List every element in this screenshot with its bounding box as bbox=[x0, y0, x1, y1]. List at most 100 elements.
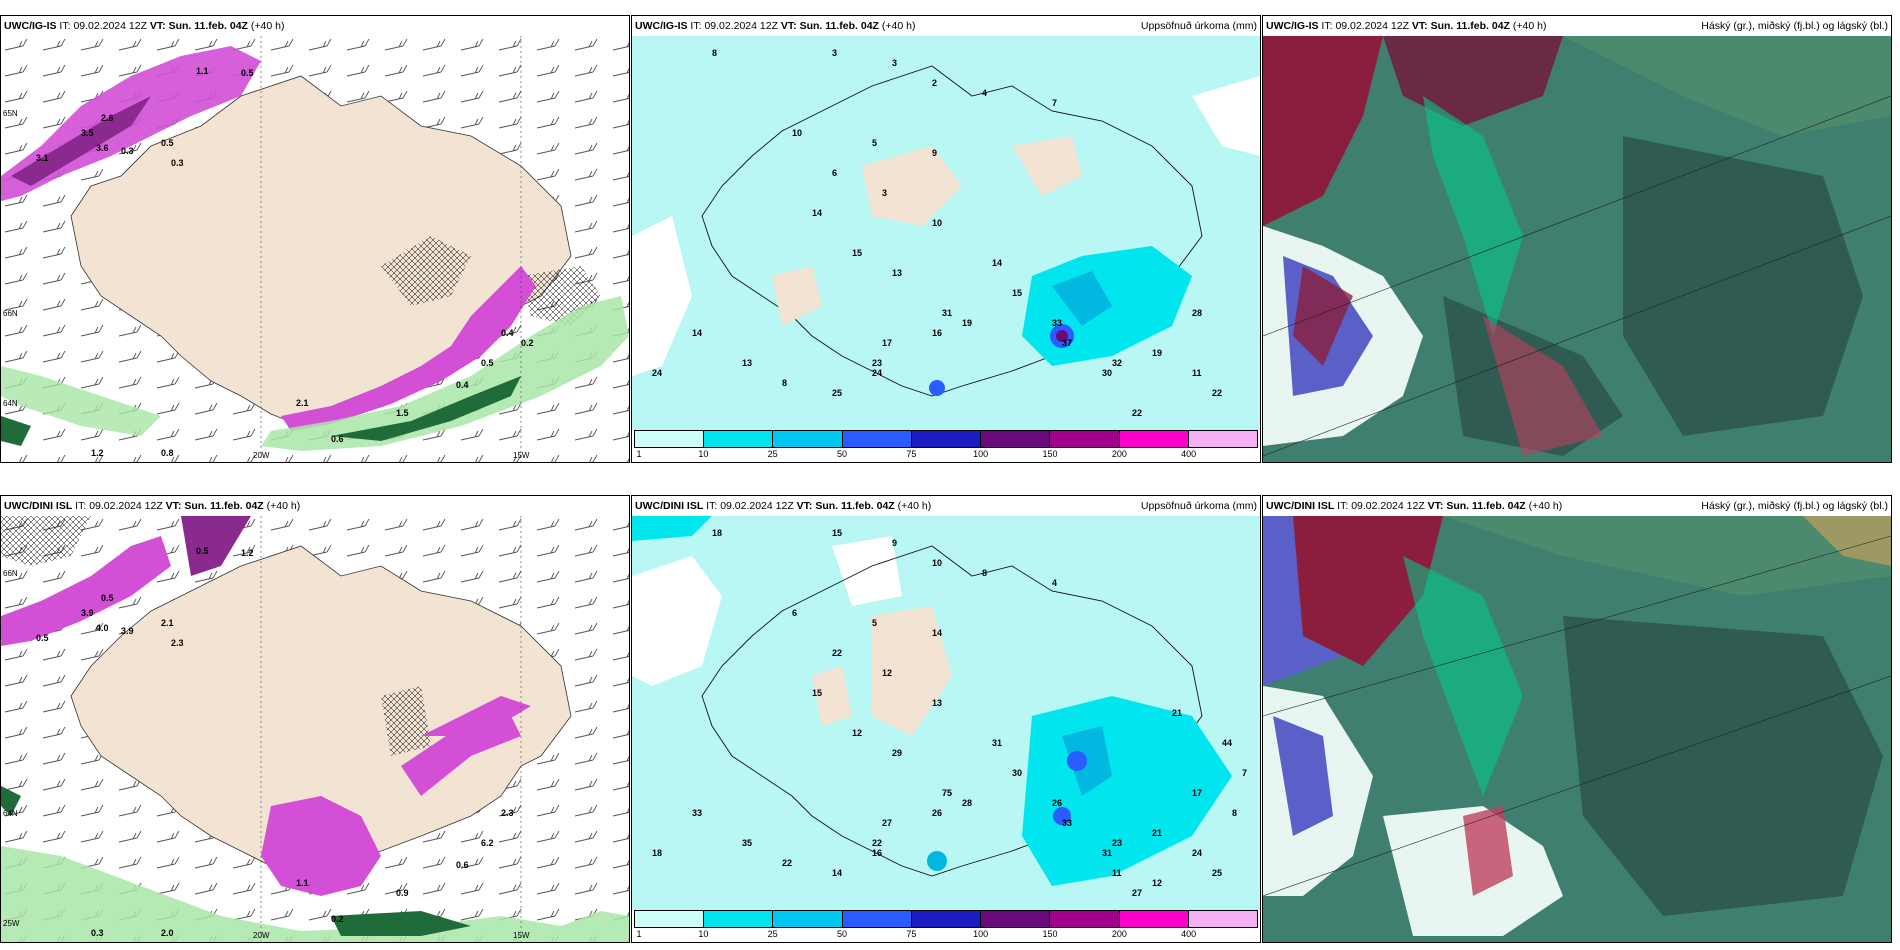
colorbar-swatch bbox=[981, 431, 1051, 447]
value-label: 2 bbox=[932, 78, 937, 88]
value-label: 7 bbox=[1242, 768, 1247, 778]
value-label: 0.5 bbox=[241, 68, 254, 78]
map-svg-6 bbox=[1263, 516, 1891, 942]
init-time: 09.02.2024 12Z bbox=[704, 20, 778, 32]
value-label: 27 bbox=[882, 818, 892, 828]
it-label: IT: bbox=[59, 20, 71, 32]
value-label: 14 bbox=[692, 328, 702, 338]
value-label: 10 bbox=[932, 558, 942, 568]
lead-time: (+40 h) bbox=[1528, 500, 1563, 512]
lat-label: 65N bbox=[3, 109, 18, 118]
value-label: 17 bbox=[1192, 788, 1202, 798]
panel-ig-is-wind: UWC/IG-IS IT: 09.02.2024 12Z VT: Sun. 11… bbox=[0, 15, 630, 463]
it-label: IT: bbox=[1337, 500, 1349, 512]
panel-title: UWC/DINI ISL IT: 09.02.2024 12Z VT: Sun.… bbox=[632, 496, 1260, 516]
it-label: IT: bbox=[690, 20, 702, 32]
colorbar: 1 10 25 50 75 100 150 200 400 bbox=[634, 910, 1258, 940]
value-label: 0.5 bbox=[161, 138, 174, 148]
init-time: 09.02.2024 12Z bbox=[1335, 20, 1409, 32]
accum-precip-map: 18 15 9 10 8 4 6 5 14 22 12 15 13 12 31 29 30 75 26 28 27 22 2… bbox=[632, 516, 1260, 910]
rain-band-s bbox=[1, 846, 629, 942]
value-label: 4 bbox=[982, 88, 987, 98]
model-name: UWC/IG-IS bbox=[1266, 20, 1319, 32]
colorbar-label: 1 bbox=[636, 929, 642, 939]
value-label: 22 bbox=[1212, 388, 1222, 398]
map-svg-2: 8 332471059631410151413153116191723333732… bbox=[632, 36, 1260, 430]
value-label: 33 bbox=[1052, 318, 1062, 328]
init-time: 09.02.2024 12Z bbox=[1351, 500, 1425, 512]
value-label: 26 bbox=[1052, 798, 1062, 808]
value-label: 22 bbox=[1132, 408, 1142, 418]
value-label: 0.3 bbox=[121, 146, 134, 156]
valid-time: Sun. 11.feb. 04Z bbox=[1446, 500, 1526, 512]
colorbar-label: 150 bbox=[1042, 929, 1058, 939]
value-label: 6.2 bbox=[481, 838, 494, 848]
value-label: 23 bbox=[872, 358, 882, 368]
colorbar-swatch bbox=[1119, 911, 1189, 927]
value-label: 24 bbox=[652, 368, 662, 378]
value-label: 24 bbox=[872, 368, 882, 378]
snow-band-se bbox=[261, 796, 381, 896]
it-label: IT: bbox=[75, 500, 87, 512]
value-label: 2.3 bbox=[171, 638, 184, 648]
colorbar-label: 25 bbox=[767, 449, 778, 459]
colorbar-swatch bbox=[1188, 911, 1257, 927]
panel-title: UWC/IG-IS IT: 09.02.2024 12Z VT: Sun. 11… bbox=[632, 16, 1260, 36]
precip-numbers: 18 15910846514221215131231293075262827222… bbox=[652, 528, 1247, 898]
value-label: 33 bbox=[1062, 818, 1072, 828]
value-label: 0.4 bbox=[456, 380, 469, 390]
value-label: 2.0 bbox=[161, 928, 174, 938]
value-label: 1.5 bbox=[396, 408, 409, 418]
value-label: 10 bbox=[932, 218, 942, 228]
value-label: 0.5 bbox=[101, 593, 114, 603]
colorbar-swatch bbox=[911, 431, 982, 447]
panel-ig-is-precip: UWC/IG-IS IT: 09.02.2024 12Z VT: Sun. 11… bbox=[631, 15, 1261, 463]
value-label: 0.2 bbox=[331, 914, 344, 924]
value-label: 14 bbox=[932, 628, 942, 638]
value-label: 15 bbox=[1012, 288, 1022, 298]
value-label: 28 bbox=[962, 798, 972, 808]
value-label: 16 bbox=[932, 328, 942, 338]
snow-band-se bbox=[281, 266, 536, 431]
value-label: 25 bbox=[1212, 868, 1222, 878]
colorbar-label: 75 bbox=[906, 929, 917, 939]
map-svg-5: 18 15910846514221215131231293075262827222… bbox=[632, 516, 1260, 910]
value-label: 2.1 bbox=[161, 618, 174, 628]
value-label: 15 bbox=[852, 248, 862, 258]
colorbar-swatch bbox=[1050, 431, 1120, 447]
value-label: 31 bbox=[1102, 848, 1112, 858]
lead-time: (+40 h) bbox=[1512, 20, 1547, 32]
init-time: 09.02.2024 12Z bbox=[89, 500, 163, 512]
colorbar-swatch bbox=[773, 911, 843, 927]
valid-time: Sun. 11.feb. 04Z bbox=[1430, 20, 1510, 32]
value-label: 6 bbox=[792, 608, 797, 618]
valid-time: Sun. 11.feb. 04Z bbox=[815, 500, 895, 512]
colorbar-swatch bbox=[842, 911, 912, 927]
panel-title: UWC/DINI ISL IT: 09.02.2024 12Z VT: Sun.… bbox=[1263, 496, 1891, 516]
value-label: 37 bbox=[1062, 338, 1072, 348]
value-label: 9 bbox=[892, 538, 897, 548]
value-label: 21 bbox=[1172, 708, 1182, 718]
lon-label: 15W bbox=[513, 931, 530, 940]
colorbar-swatch bbox=[635, 911, 705, 927]
value-label: 30 bbox=[1012, 768, 1022, 778]
value-label: 3.9 bbox=[121, 626, 134, 636]
vt-label: VT: bbox=[1411, 20, 1428, 32]
value-label: 35 bbox=[742, 838, 752, 848]
value-label: 0.8 bbox=[161, 448, 174, 458]
map-svg-1: 20W 15W 65N 66N 64N 1.1 0.5 2.6 3.53.6 3.1 0.… bbox=[1, 36, 629, 462]
value-label: 12 bbox=[882, 668, 892, 678]
it-label: IT: bbox=[1321, 20, 1333, 32]
colorbar-swatch bbox=[635, 431, 705, 447]
value-label: 14 bbox=[832, 868, 842, 878]
colorbar-label: 200 bbox=[1111, 449, 1127, 459]
value-label: 0.6 bbox=[456, 860, 469, 870]
lead-time: (+40 h) bbox=[266, 500, 301, 512]
value-label: 1.1 bbox=[196, 66, 209, 76]
colorbar-swatch bbox=[704, 911, 774, 927]
value-label: 13 bbox=[742, 358, 752, 368]
value-label: 13 bbox=[932, 698, 942, 708]
lat-label: 66N bbox=[3, 569, 18, 578]
colorbar-label: 400 bbox=[1181, 929, 1197, 939]
value-label: 0.6 bbox=[331, 434, 344, 444]
